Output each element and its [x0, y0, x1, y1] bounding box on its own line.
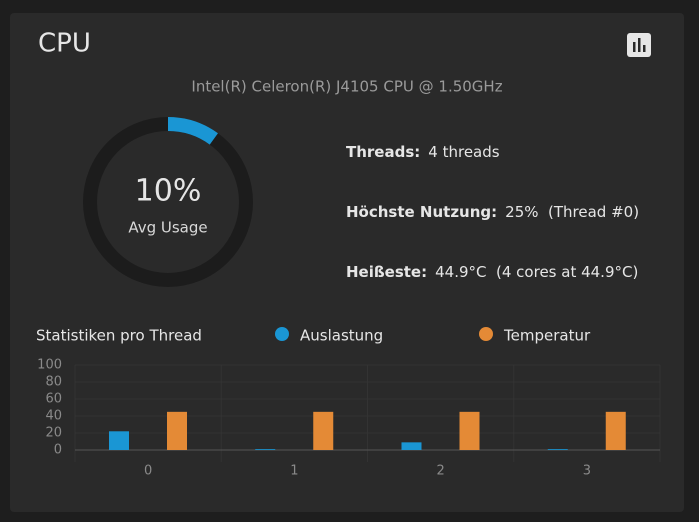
- stat-value: 44.9°C (4 cores at 44.9°C): [435, 263, 638, 281]
- legend-label: Auslastung: [300, 327, 383, 345]
- bar: [313, 411, 334, 450]
- y-tick-label: 20: [45, 426, 62, 441]
- gauge-arc: [83, 117, 253, 287]
- legend-swatch: [479, 327, 493, 341]
- stat-row: Höchste Nutzung: 25% (Thread #0): [346, 203, 639, 221]
- stat-label: Höchste Nutzung:: [346, 203, 497, 221]
- gauge-value: 10%: [135, 174, 202, 209]
- card: [10, 13, 684, 512]
- bar: [547, 449, 568, 450]
- stat-label: Heißeste:: [346, 263, 427, 281]
- legend-swatch: [275, 327, 289, 341]
- legend-label: Temperatur: [503, 327, 591, 345]
- y-tick-label: 100: [37, 358, 62, 373]
- chart-icon-button[interactable]: [627, 33, 651, 57]
- cpu-model: Intel(R) Celeron(R) J4105 CPU @ 1.50GHz: [191, 78, 502, 96]
- stat-row: Threads: 4 threads: [346, 143, 500, 161]
- y-tick-label: 60: [45, 392, 62, 407]
- bar: [255, 449, 276, 450]
- x-tick-label: 1: [290, 464, 298, 479]
- gauge-label: Avg Usage: [128, 219, 207, 237]
- y-tick-label: 40: [45, 409, 62, 424]
- card-title: CPU: [38, 29, 91, 59]
- x-tick-label: 0: [144, 464, 152, 479]
- y-tick-label: 80: [45, 375, 62, 390]
- icon-glyph: [638, 38, 641, 52]
- bar: [459, 411, 480, 450]
- stat-label: Threads:: [346, 143, 420, 161]
- bar: [167, 411, 187, 450]
- y-tick-label: 0: [54, 443, 62, 458]
- bar: [109, 431, 129, 450]
- bar: [605, 411, 626, 450]
- icon-glyph: [633, 42, 636, 52]
- bar: [401, 442, 422, 450]
- x-tick-label: 3: [583, 464, 591, 479]
- chart-title: Statistiken pro Thread: [36, 327, 202, 345]
- stat-value: 4 threads: [428, 143, 499, 161]
- stat-row: Heißeste: 44.9°C (4 cores at 44.9°C): [346, 263, 638, 281]
- x-tick-label: 2: [436, 464, 444, 479]
- stat-value: 25% (Thread #0): [505, 203, 639, 221]
- icon-glyph: [643, 45, 646, 52]
